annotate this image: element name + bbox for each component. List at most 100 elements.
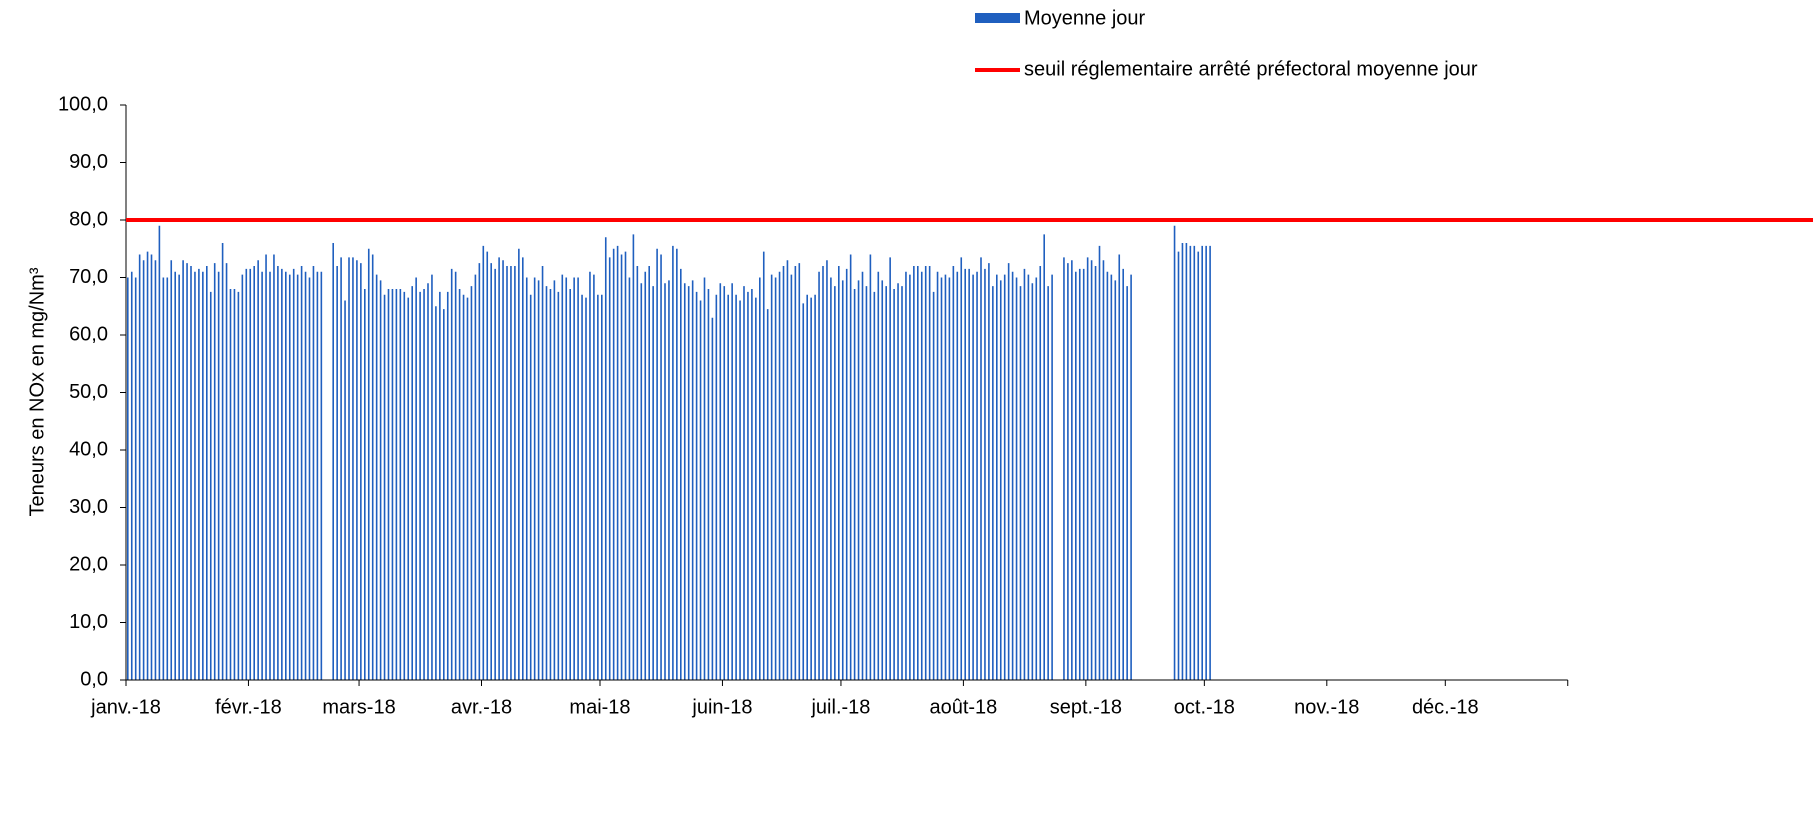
bar	[233, 289, 236, 680]
bar	[281, 268, 283, 680]
bar	[356, 260, 358, 680]
bar	[391, 289, 394, 680]
bar	[719, 283, 722, 680]
bar	[190, 266, 192, 680]
y-axis-title: Teneurs en NOx en mg/Nm³	[26, 267, 48, 516]
bar	[364, 289, 366, 680]
bar	[431, 274, 433, 680]
x-tick-label: déc.-18	[1412, 696, 1479, 718]
bar	[1098, 245, 1101, 680]
bar	[672, 245, 674, 680]
bar	[514, 266, 516, 680]
bar	[277, 266, 279, 680]
bar	[715, 294, 718, 680]
bar	[486, 251, 489, 680]
bar	[984, 268, 986, 680]
bar	[332, 243, 334, 680]
bar	[336, 266, 338, 680]
bar	[640, 283, 643, 680]
bar	[541, 266, 544, 680]
bar	[312, 266, 315, 680]
bar	[466, 297, 469, 680]
bar	[225, 263, 228, 680]
y-tick-label: 40,0	[69, 438, 108, 460]
bar	[367, 248, 370, 680]
bar	[901, 286, 903, 680]
bar	[1106, 271, 1109, 680]
y-tick-label: 70,0	[69, 266, 108, 288]
bar	[928, 266, 931, 680]
bar	[778, 271, 781, 680]
y-tick-label: 0,0	[80, 668, 108, 690]
bar	[1051, 274, 1053, 680]
bar	[1078, 268, 1081, 680]
bar	[352, 257, 354, 680]
bar	[782, 266, 785, 680]
bar	[616, 245, 619, 680]
y-tick-label: 10,0	[69, 611, 108, 633]
y-tick-label: 100,0	[58, 93, 108, 115]
bar	[909, 274, 911, 680]
y-tick-label: 20,0	[69, 553, 108, 575]
bar	[1075, 271, 1077, 680]
bar	[822, 266, 824, 680]
bar	[585, 297, 587, 680]
bar	[964, 268, 966, 680]
bar	[624, 251, 627, 680]
bar	[664, 283, 666, 680]
bar	[932, 291, 935, 680]
bar	[573, 277, 575, 680]
bar	[561, 274, 564, 680]
bar	[703, 277, 706, 680]
bar	[533, 277, 536, 680]
bar	[478, 263, 481, 680]
bar	[557, 291, 560, 680]
bar	[1185, 243, 1188, 680]
bar	[762, 251, 765, 680]
bar	[913, 266, 915, 680]
bar	[443, 309, 445, 680]
bar	[723, 286, 726, 680]
bar	[1094, 266, 1097, 680]
bar	[597, 294, 599, 680]
bar	[229, 289, 232, 680]
bar	[565, 277, 568, 680]
bar	[1031, 283, 1034, 680]
bar	[924, 266, 927, 680]
bar	[1027, 274, 1030, 680]
bar	[178, 274, 180, 680]
bar	[992, 286, 994, 680]
bar	[806, 294, 808, 680]
bar	[213, 263, 216, 680]
bar	[506, 266, 508, 680]
bar	[1181, 243, 1184, 680]
bar	[636, 266, 639, 680]
bar	[940, 277, 943, 680]
bar	[1122, 268, 1124, 680]
bar	[395, 289, 398, 680]
bar	[300, 266, 303, 680]
bar	[766, 309, 769, 680]
bar	[759, 277, 761, 680]
bar	[186, 263, 188, 680]
y-tick-label: 50,0	[69, 381, 108, 403]
bar	[747, 291, 749, 680]
bar	[387, 289, 390, 680]
bar	[735, 294, 737, 680]
bar	[182, 260, 184, 680]
bar	[644, 271, 647, 680]
bar	[446, 291, 449, 680]
bar	[1090, 260, 1093, 680]
bar	[648, 266, 650, 680]
bar	[537, 280, 540, 680]
bar	[237, 291, 240, 680]
bar	[261, 271, 263, 680]
bar	[751, 289, 753, 680]
bar	[1019, 286, 1022, 680]
bar	[948, 277, 951, 680]
bar	[411, 286, 413, 680]
bar	[549, 289, 552, 680]
bar	[739, 300, 741, 680]
bar	[423, 289, 425, 680]
bar	[695, 291, 698, 680]
